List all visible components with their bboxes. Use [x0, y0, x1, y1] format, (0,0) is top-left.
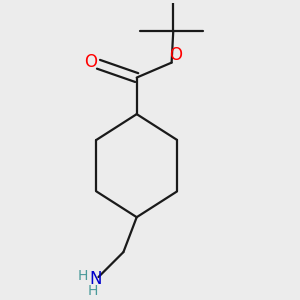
- Text: H: H: [87, 284, 98, 298]
- Text: H: H: [77, 269, 88, 283]
- Text: N: N: [89, 270, 101, 288]
- Text: O: O: [169, 46, 182, 64]
- Text: O: O: [84, 52, 97, 70]
